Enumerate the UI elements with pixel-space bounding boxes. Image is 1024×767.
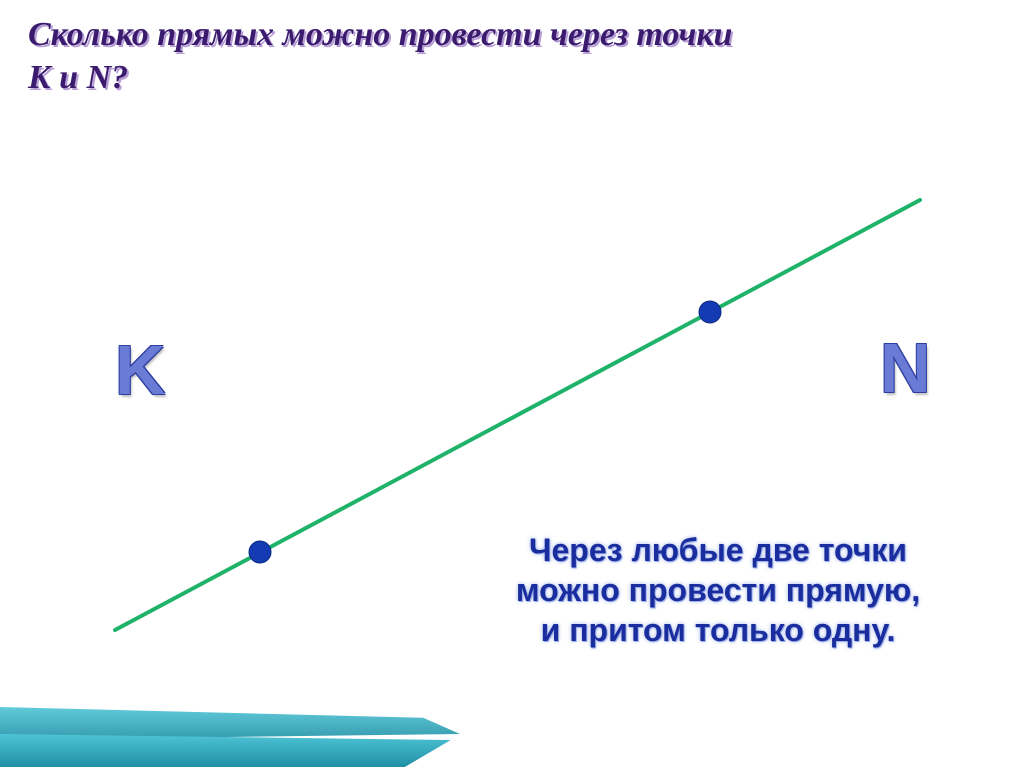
point-label-n: N [880,328,931,408]
point-k [249,541,271,563]
answer-line-1: Через любые две точки [448,530,988,570]
answer-text: Через любые две точки можно провести пря… [448,530,988,650]
point-n [699,301,721,323]
point-n-text: N [880,329,931,407]
answer-line-3: и притом только одну. [448,610,988,650]
point-k-text: K [115,331,166,409]
point-label-k: K [115,330,166,410]
answer-line-2: можно провести прямую, [448,570,988,610]
corner-accent [0,707,460,767]
